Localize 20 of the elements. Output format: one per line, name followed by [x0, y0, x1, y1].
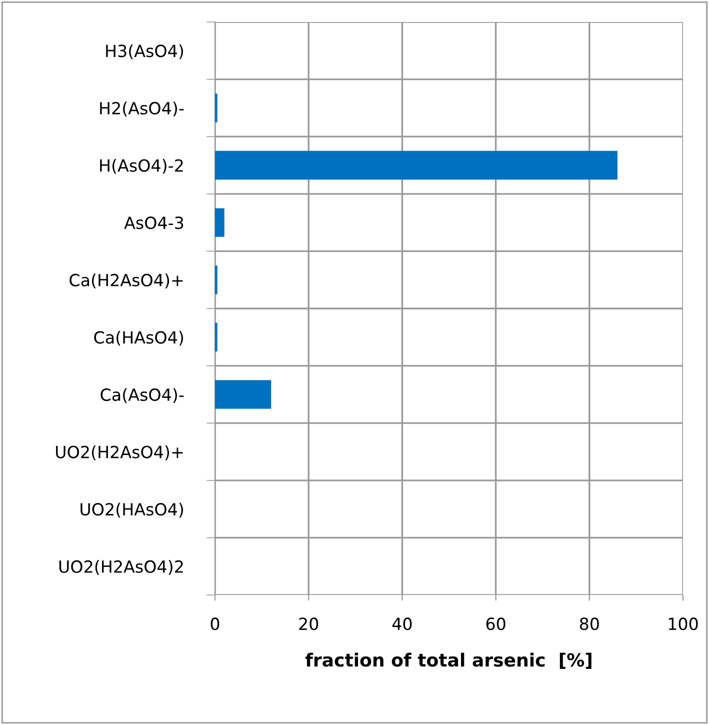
y-tick-label: H3(AsO4): [106, 44, 184, 60]
bar: [215, 380, 272, 409]
x-tick-label: 0: [210, 618, 220, 630]
x-tick-label: 60: [486, 618, 506, 630]
y-tick-label: UO2(H2AsO4)2: [59, 560, 183, 575]
y-tick-label: UO2(H2AsO4)+: [56, 445, 183, 460]
y-tick-label: Ca(AsO4)-: [100, 388, 184, 403]
bar: [215, 150, 618, 180]
y-tick-label: Ca(HAsO4): [94, 330, 184, 346]
x-tick-label: 80: [580, 618, 599, 630]
y-tick-label: AsO4-3: [124, 216, 184, 230]
x-tick-label: 20: [299, 618, 318, 630]
y-tick-label: Ca(H2AsO4)+: [70, 274, 183, 288]
bar: [215, 208, 224, 237]
x-tick-label: 40: [392, 618, 412, 630]
y-tick-label: UO2(HAsO4): [80, 502, 184, 518]
y-tick-label: H2(AsO4)-: [100, 102, 184, 116]
y-tick-label: H(AsO4)-2: [100, 158, 183, 174]
x-tick-label: 100: [668, 618, 698, 630]
x-axis-title: fraction of total arsenic [%]: [305, 652, 592, 669]
